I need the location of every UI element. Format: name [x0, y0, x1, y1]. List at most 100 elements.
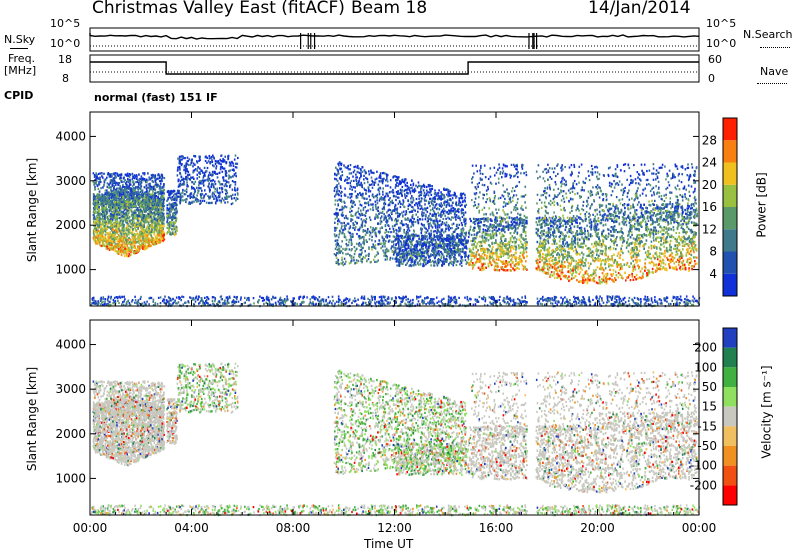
- power-cell: [398, 226, 400, 229]
- power-cell: [92, 214, 95, 217]
- power-cell: [98, 213, 100, 216]
- power-cell: [103, 194, 106, 197]
- power-cell: [101, 239, 103, 242]
- power-cell: [129, 191, 131, 194]
- power-cell: [338, 233, 340, 236]
- power-cell: [131, 197, 133, 200]
- power-cell: [410, 245, 412, 248]
- power-cell: [147, 230, 150, 233]
- nsearch-tick-top: 10^5: [706, 17, 736, 30]
- power-cell: [145, 178, 148, 181]
- power-cell: [423, 191, 426, 194]
- power-cell: [434, 189, 436, 192]
- power-cell: [396, 181, 398, 184]
- power-cell: [139, 236, 142, 239]
- power-cell: [356, 232, 358, 236]
- power-cell: [170, 221, 172, 224]
- power-cell: [425, 235, 428, 238]
- power-cell: [391, 199, 393, 202]
- power-cell: [357, 216, 360, 219]
- power-cell: [141, 236, 144, 240]
- power-cell: [428, 225, 430, 228]
- power-cell: [110, 220, 113, 223]
- power-cell: [93, 216, 96, 219]
- power-cell: [104, 216, 106, 219]
- power-cell: [374, 178, 377, 181]
- power-cell: [376, 202, 379, 205]
- power-cell: [411, 216, 414, 219]
- power-cell: [113, 225, 116, 228]
- power-cell: [234, 188, 236, 191]
- power-cell: [367, 186, 370, 189]
- power-cell: [208, 179, 210, 182]
- power-cell: [228, 161, 231, 164]
- power-cell: [129, 238, 132, 241]
- power-cell: [149, 240, 151, 243]
- power-cell: [454, 241, 457, 244]
- power-cell: [428, 227, 430, 230]
- power-cell: [173, 189, 175, 192]
- power-cell: [94, 242, 97, 245]
- power-cell: [127, 248, 130, 251]
- power-cell: [95, 241, 97, 244]
- power-cell: [386, 180, 389, 183]
- power-cell: [168, 223, 170, 226]
- power-cell: [112, 197, 115, 200]
- power-cell: [117, 238, 120, 242]
- power-cell: [127, 177, 129, 180]
- power-cell: [161, 179, 163, 183]
- power-cell: [336, 248, 339, 251]
- power-cell: [100, 235, 102, 238]
- power-cell: [203, 166, 206, 169]
- power-cell: [379, 219, 382, 222]
- power-cell: [102, 209, 105, 212]
- power-cell: [167, 190, 170, 193]
- power-cell: [159, 240, 162, 243]
- power-cell: [234, 193, 236, 196]
- power-cell: [189, 163, 192, 166]
- power-cell: [209, 189, 211, 192]
- power-cell: [427, 218, 430, 221]
- power-cell: [361, 251, 363, 254]
- power-cell: [161, 221, 164, 225]
- power-cell: [111, 236, 114, 240]
- power-cell: [152, 237, 154, 240]
- power-cell: [108, 183, 110, 186]
- power-cell: [189, 196, 192, 200]
- power-cell: [201, 169, 203, 172]
- power-cell: [199, 180, 201, 183]
- power-cell: [127, 191, 130, 194]
- power-cell: [203, 184, 205, 187]
- power-cell: [391, 257, 394, 260]
- power-cell: [440, 202, 442, 205]
- power-cell: [191, 200, 194, 203]
- power-cell: [356, 261, 358, 264]
- power-cell: [152, 200, 154, 203]
- power-cell: [146, 231, 148, 234]
- power-cell: [93, 188, 96, 191]
- power-cell: [134, 251, 137, 254]
- power-cell: [172, 232, 174, 235]
- power-cell: [150, 225, 152, 228]
- power-cell: [166, 204, 169, 207]
- power-cell: [383, 251, 385, 254]
- power-cell: [147, 212, 150, 215]
- power-cell: [115, 225, 117, 228]
- power-cell: [358, 229, 360, 232]
- power-cell: [114, 211, 117, 215]
- power-cell: [142, 234, 144, 237]
- power-cell: [119, 207, 122, 211]
- power-cell: [186, 185, 188, 188]
- power-cell: [134, 227, 136, 230]
- power-cell: [96, 211, 99, 214]
- power-cell: [192, 171, 194, 174]
- power-cell: [392, 188, 394, 192]
- power-cell: [183, 169, 185, 172]
- power-cell: [458, 223, 461, 226]
- power-cell: [399, 256, 401, 259]
- power-cell: [179, 171, 181, 174]
- power-cell: [149, 206, 152, 210]
- power-cell: [146, 237, 148, 240]
- power-cell: [112, 238, 115, 241]
- power-cell: [156, 234, 159, 237]
